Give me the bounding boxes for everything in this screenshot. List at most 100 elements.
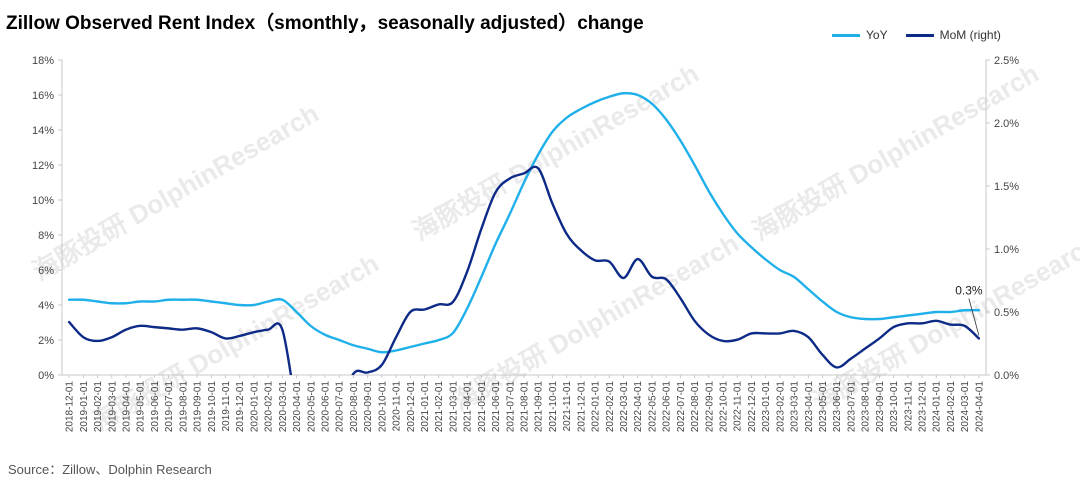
x-tick-label: 2018-12-01 xyxy=(65,381,76,433)
x-tick-label: 2024-04-01 xyxy=(974,381,985,433)
x-tick-label: 2023-07-01 xyxy=(846,381,857,433)
series-yoy xyxy=(67,91,981,354)
legend-swatch-mom xyxy=(905,33,934,37)
x-tick-label: 2019-10-01 xyxy=(207,381,218,433)
annotation-leader xyxy=(968,298,980,336)
x-tick-label: 2019-05-01 xyxy=(136,381,147,433)
x-tick-label: 2019-09-01 xyxy=(193,381,204,433)
annotations: 0.3% xyxy=(955,283,983,336)
y-left-tick-label: 8% xyxy=(38,230,54,242)
x-tick-label: 2023-03-01 xyxy=(790,381,801,433)
x-tick-label: 2021-01-01 xyxy=(420,381,431,433)
x-tick-label: 2023-04-01 xyxy=(804,381,815,433)
x-tick-label: 2022-03-01 xyxy=(619,381,630,433)
x-tick-label: 2020-08-01 xyxy=(349,381,360,433)
x-tick-label: 2023-02-01 xyxy=(775,381,786,433)
y-right-tick-label: 0.5% xyxy=(994,307,1019,319)
x-tick-label: 2020-11-01 xyxy=(392,381,403,432)
x-tick-label: 2023-12-01 xyxy=(918,381,929,433)
legend: YoY MoM (right) xyxy=(832,28,1001,42)
series-line xyxy=(67,320,293,375)
legend-swatch-yoy xyxy=(832,33,860,37)
x-tick-label: 2023-01-01 xyxy=(761,381,772,433)
x-tick-label: 2022-07-01 xyxy=(676,381,687,433)
x-tick-label: 2024-03-01 xyxy=(960,381,971,433)
y-left-tick-label: 6% xyxy=(38,265,54,277)
x-tick-label: 2022-10-01 xyxy=(719,381,730,433)
x-tick-label: 2019-02-01 xyxy=(93,381,104,433)
x-tick-label: 2020-10-01 xyxy=(377,381,388,433)
x-tick-label: 2023-06-01 xyxy=(832,381,843,433)
x-tick-label: 2024-02-01 xyxy=(946,381,957,433)
y-left-tick-label: 2% xyxy=(38,335,54,347)
x-tick-label: 2020-05-01 xyxy=(306,381,317,433)
x-tick-label: 2020-03-01 xyxy=(278,381,289,433)
series-line xyxy=(351,165,981,375)
y-left-tick-label: 10% xyxy=(32,195,54,207)
x-tick-label: 2020-07-01 xyxy=(335,381,346,433)
y-left-tick-label: 18% xyxy=(32,55,54,67)
x-tick-label: 2022-11-01 xyxy=(733,381,744,432)
y-left-tick-label: 0% xyxy=(38,370,54,382)
x-tick-label: 2020-02-01 xyxy=(264,381,275,433)
x-tick-label: 2021-08-01 xyxy=(520,381,531,433)
x-tick-label: 2022-06-01 xyxy=(662,381,673,433)
x-tick-label: 2021-09-01 xyxy=(534,381,545,433)
x-tick-label: 2021-11-01 xyxy=(562,381,573,432)
chart-title: Zillow Observed Rent Index（smonthly，seas… xyxy=(6,13,644,34)
x-tick-label: 2021-04-01 xyxy=(463,381,474,433)
annotation-label: 0.3% xyxy=(955,283,983,297)
x-tick-label: 2020-01-01 xyxy=(249,381,260,433)
y-left-tick-label: 14% xyxy=(32,125,54,137)
x-tick-label: 2020-12-01 xyxy=(406,381,417,433)
y-right-tick-label: 0.0% xyxy=(994,370,1019,382)
series-layer xyxy=(67,91,981,375)
x-tick-label: 2019-04-01 xyxy=(121,381,132,433)
x-tick-label: 2022-02-01 xyxy=(605,381,616,433)
series-mom xyxy=(67,165,981,375)
x-tick-label: 2021-02-01 xyxy=(434,381,445,433)
y-right-tick-label: 1.0% xyxy=(994,244,1019,256)
x-tick-label: 2021-07-01 xyxy=(505,381,516,433)
x-tick-label: 2019-01-01 xyxy=(79,381,90,433)
x-tick-label: 2019-08-01 xyxy=(178,381,189,433)
x-tick-label: 2022-05-01 xyxy=(647,381,658,433)
y-right-tick-label: 1.5% xyxy=(994,181,1019,193)
x-tick-label: 2020-06-01 xyxy=(320,381,331,433)
y-right-tick-label: 2.5% xyxy=(994,55,1019,67)
y-left-tick-label: 12% xyxy=(32,160,54,172)
x-tick-label: 2021-05-01 xyxy=(477,381,488,433)
x-tick-label: 2019-06-01 xyxy=(150,381,161,433)
x-tick-label: 2019-03-01 xyxy=(107,381,118,433)
x-tick-label: 2019-07-01 xyxy=(164,381,175,433)
x-tick-label: 2023-10-01 xyxy=(889,381,900,433)
y-right-tick-label: 2.0% xyxy=(994,118,1019,130)
watermark-text: 海豚投研 DolphinResearch xyxy=(747,58,1044,247)
x-tick-label: 2021-10-01 xyxy=(548,381,559,433)
y-left-tick-label: 4% xyxy=(38,300,54,312)
x-tick-label: 2021-06-01 xyxy=(491,381,502,433)
x-tick-label: 2019-11-01 xyxy=(221,381,232,432)
x-tick-label: 2023-11-01 xyxy=(903,381,914,432)
x-tick-label: 2023-09-01 xyxy=(875,381,886,433)
x-tick-label: 2024-01-01 xyxy=(932,381,943,433)
source-note: Source：Zillow、Dolphin Research xyxy=(8,462,212,477)
x-tick-label: 2019-12-01 xyxy=(235,381,246,433)
legend-item-yoy: YoY xyxy=(832,28,888,42)
x-tick-label: 2021-12-01 xyxy=(576,381,587,433)
x-tick-label: 2022-04-01 xyxy=(633,381,644,433)
x-tick-label: 2023-08-01 xyxy=(861,381,872,433)
x-tick-label: 2022-08-01 xyxy=(690,381,701,433)
y-left-tick-label: 16% xyxy=(32,90,54,102)
legend-label-mom: MoM (right) xyxy=(939,28,1001,42)
x-tick-label: 2022-12-01 xyxy=(747,381,758,433)
x-tick-label: 2022-01-01 xyxy=(591,381,602,433)
x-tick-label: 2020-09-01 xyxy=(363,381,374,433)
watermarks: 海豚投研 DolphinResearch 海豚投研 DolphinResearch… xyxy=(27,58,1080,437)
legend-item-mom: MoM (right) xyxy=(905,28,1001,42)
legend-label-yoy: YoY xyxy=(866,28,888,42)
x-tick-label: 2020-04-01 xyxy=(292,381,303,433)
series-line xyxy=(67,91,981,354)
x-tick-label: 2022-09-01 xyxy=(704,381,715,433)
